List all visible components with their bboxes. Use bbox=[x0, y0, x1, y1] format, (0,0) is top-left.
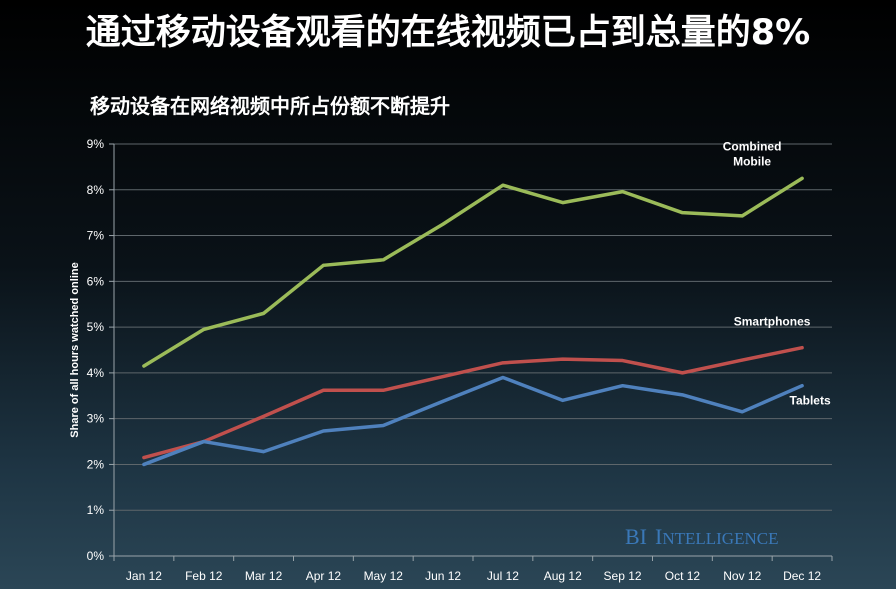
data-point-tablets bbox=[262, 450, 266, 454]
y-tick-label: 8% bbox=[87, 183, 105, 197]
data-point-tablets bbox=[800, 384, 804, 388]
series-label-smartphones: Smartphones bbox=[734, 315, 811, 329]
data-point-smartphones bbox=[561, 357, 565, 361]
series-lines bbox=[142, 176, 804, 467]
x-tick-label: Dec 12 bbox=[783, 569, 821, 583]
data-point-tablets bbox=[441, 399, 445, 403]
x-tick-label: Sep 12 bbox=[604, 569, 642, 583]
series-label-tablets: Tablets bbox=[790, 394, 831, 408]
data-point-combined-mobile bbox=[441, 222, 445, 226]
data-point-tablets bbox=[680, 393, 684, 397]
data-point-tablets bbox=[142, 462, 146, 466]
x-tick-label: Feb 12 bbox=[185, 569, 223, 583]
grid-lines bbox=[114, 143, 832, 511]
series-label-combined-mobile: Combined bbox=[723, 139, 782, 153]
data-point-smartphones bbox=[680, 371, 684, 375]
watermark-rest-big: I bbox=[655, 524, 662, 549]
data-point-smartphones bbox=[621, 359, 625, 363]
data-point-combined-mobile bbox=[202, 327, 206, 331]
data-point-combined-mobile bbox=[561, 201, 565, 205]
data-point-smartphones bbox=[441, 375, 445, 379]
data-point-tablets bbox=[202, 440, 206, 444]
series-line-combined-mobile bbox=[142, 176, 804, 368]
y-tick-label: 5% bbox=[87, 320, 105, 334]
x-tick-labels: Jan 12 Feb 12 Mar 12 Apr 12 May 12 Jun 12 Jul … bbox=[113, 556, 833, 583]
series-label-combined-mobile: Mobile bbox=[733, 154, 771, 168]
y-tick-label: 4% bbox=[87, 366, 105, 380]
y-tick-label: 2% bbox=[87, 457, 105, 471]
data-point-combined-mobile bbox=[321, 263, 325, 267]
data-point-tablets bbox=[501, 375, 505, 379]
data-point-combined-mobile bbox=[381, 258, 385, 262]
bi-intelligence-watermark: BI INTELLIGENCE bbox=[625, 524, 778, 549]
data-point-combined-mobile bbox=[621, 190, 625, 194]
data-point-combined-mobile bbox=[501, 183, 505, 187]
data-point-combined-mobile bbox=[800, 176, 804, 180]
data-point-tablets bbox=[740, 410, 744, 414]
y-tick-labels: 0% 1% 2% 3% 4% 5% 6% 7% 8% 9% bbox=[87, 137, 114, 563]
x-tick-label: Jul 12 bbox=[487, 569, 519, 583]
data-point-smartphones bbox=[501, 361, 505, 365]
x-tick-label: Apr 12 bbox=[306, 569, 342, 583]
chart-subtitle: 移动设备在网络视频中所占份额不断提升 bbox=[90, 94, 450, 118]
x-tick-label: Nov 12 bbox=[723, 569, 761, 583]
y-tick-label: 3% bbox=[87, 412, 105, 426]
y-axis-label: Share of all hours watched online bbox=[69, 262, 81, 437]
data-point-smartphones bbox=[321, 388, 325, 392]
data-point-tablets bbox=[381, 424, 385, 428]
x-tick-label: Oct 12 bbox=[665, 569, 701, 583]
y-tick-label: 6% bbox=[87, 274, 105, 288]
data-point-combined-mobile bbox=[680, 211, 684, 215]
x-tick-label: Jan 12 bbox=[126, 569, 162, 583]
data-point-combined-mobile bbox=[262, 311, 266, 315]
data-point-smartphones bbox=[262, 414, 266, 418]
data-point-combined-mobile bbox=[740, 214, 744, 218]
series-line-smartphones bbox=[142, 345, 804, 460]
data-point-smartphones bbox=[740, 358, 744, 362]
data-point-smartphones bbox=[381, 388, 385, 392]
x-tick-label: Mar 12 bbox=[245, 569, 283, 583]
y-tick-label: 9% bbox=[87, 137, 105, 151]
data-point-tablets bbox=[621, 384, 625, 388]
y-tick-label: 0% bbox=[87, 549, 105, 563]
y-tick-label: 1% bbox=[87, 503, 105, 517]
data-point-tablets bbox=[321, 429, 325, 433]
data-point-smartphones bbox=[142, 456, 146, 460]
page-title: 通过移动设备观看的在线视频已占到总量的8% bbox=[85, 13, 811, 53]
data-point-combined-mobile bbox=[142, 364, 146, 368]
data-point-tablets bbox=[561, 398, 565, 402]
x-tick-label: Jun 12 bbox=[425, 569, 461, 583]
watermark-lead: BI bbox=[625, 524, 647, 549]
x-tick-label: May 12 bbox=[364, 569, 404, 583]
series-line-tablets bbox=[142, 375, 804, 467]
data-point-smartphones bbox=[800, 346, 804, 350]
x-tick-label: Aug 12 bbox=[544, 569, 582, 583]
watermark-rest-small: NTELLIGENCE bbox=[662, 529, 778, 548]
y-tick-label: 7% bbox=[87, 229, 105, 243]
